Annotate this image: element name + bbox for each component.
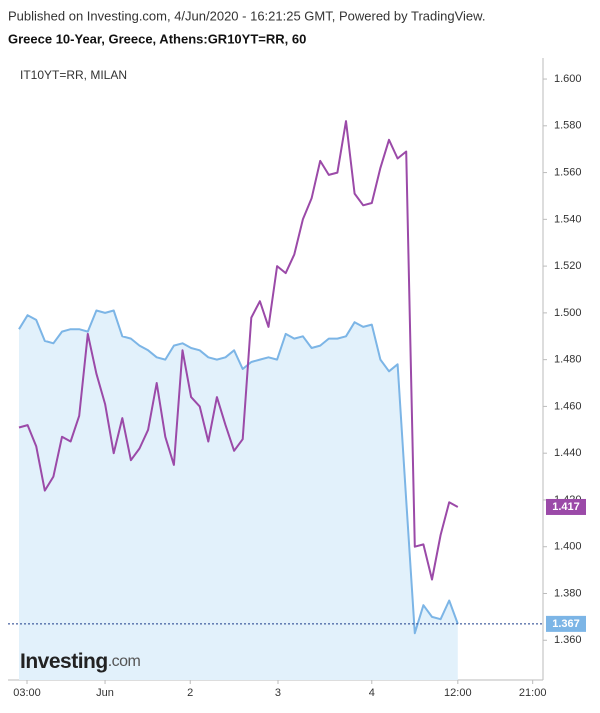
x-tick-label: 3 bbox=[275, 687, 281, 699]
y-tick-label: 1.600 bbox=[554, 73, 582, 85]
y-tick-label: 1.400 bbox=[554, 541, 582, 553]
x-tick-label: 12:00 bbox=[444, 687, 472, 699]
x-tick-label: 2 bbox=[187, 687, 193, 699]
price-box bbox=[546, 498, 586, 515]
x-tick-label: 4 bbox=[369, 687, 375, 699]
price-label: 1.367 bbox=[552, 618, 580, 630]
price-box bbox=[546, 615, 586, 632]
y-tick-label: 1.360 bbox=[554, 634, 582, 646]
y-tick-label: 1.380 bbox=[554, 587, 582, 599]
line bbox=[18, 309, 459, 635]
legend-entry: IT10YT=RR, MILAN bbox=[20, 68, 127, 82]
area bbox=[19, 310, 458, 680]
x-tick-label: Jun bbox=[96, 687, 114, 699]
y-tick-label: 1.580 bbox=[554, 120, 582, 132]
x-tick-label: 03:00 bbox=[13, 687, 41, 699]
price-label: 1.417 bbox=[552, 501, 580, 513]
y-tick-label: 1.520 bbox=[554, 260, 582, 272]
chart-title: Greece 10-Year, Greece, Athens:GR10YT=RR… bbox=[8, 31, 306, 46]
y-tick-label: 1.460 bbox=[554, 400, 582, 412]
watermark: Investing.com bbox=[20, 650, 141, 673]
watermark-name: Investing bbox=[20, 650, 108, 673]
watermark-suffix: .com bbox=[108, 653, 141, 670]
y-tick-label: 1.560 bbox=[554, 166, 582, 178]
line bbox=[18, 120, 459, 581]
plot bbox=[18, 120, 459, 680]
y-tick-label: 1.540 bbox=[554, 213, 582, 225]
y-tick-label: 1.480 bbox=[554, 354, 582, 366]
y-tick-label: 1.440 bbox=[554, 447, 582, 459]
published: Published on Investing.com, 4/Jun/2020 -… bbox=[8, 8, 485, 23]
y-tick-label: 1.500 bbox=[554, 307, 582, 319]
x-tick-label: 21:00 bbox=[519, 687, 547, 699]
